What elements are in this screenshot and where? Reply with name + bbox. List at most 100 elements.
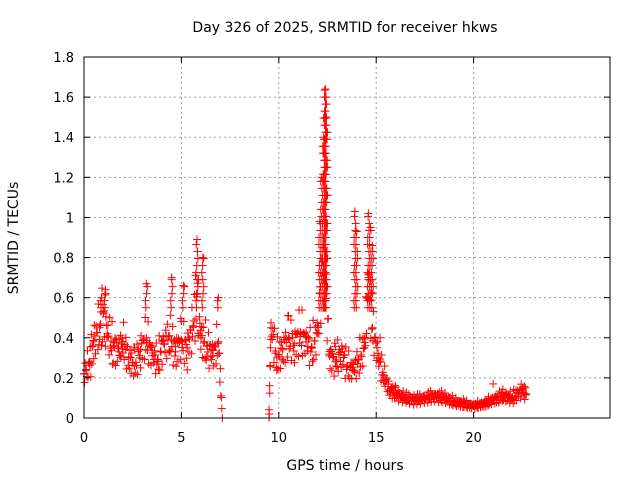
data-point bbox=[195, 319, 204, 328]
data-point bbox=[148, 341, 157, 350]
data-point-peak bbox=[489, 379, 498, 388]
data-point bbox=[297, 341, 306, 350]
axis-ticks: 0 0.2 0.4 0.6 0.8 1 1.2 1.4 1.6 1.8 0 5 10 15 20 bbox=[53, 51, 610, 446]
data-point-peak bbox=[369, 254, 378, 263]
data-point-peak bbox=[353, 254, 362, 263]
data-point bbox=[420, 393, 429, 402]
data-point bbox=[207, 355, 216, 364]
data-point bbox=[391, 389, 400, 398]
data-point bbox=[267, 332, 276, 341]
data-point-peak bbox=[369, 282, 378, 291]
data-point bbox=[307, 342, 316, 351]
data-point-peak bbox=[168, 282, 177, 291]
data-point bbox=[286, 316, 295, 325]
data-point bbox=[140, 355, 149, 364]
data-point bbox=[200, 337, 209, 346]
data-point bbox=[182, 354, 191, 363]
data-point bbox=[201, 315, 210, 324]
data-point bbox=[117, 334, 126, 343]
data-point-peak bbox=[321, 107, 330, 116]
y-tick-label: 1.6 bbox=[53, 91, 74, 106]
y-axis-label: SRMTID / TECUs bbox=[6, 182, 22, 295]
data-point bbox=[459, 399, 468, 408]
data-point-peak bbox=[350, 212, 359, 221]
data-point bbox=[105, 350, 114, 359]
data-point bbox=[208, 351, 217, 360]
data-point bbox=[172, 362, 181, 371]
data-point bbox=[265, 381, 274, 390]
data-point bbox=[205, 364, 214, 373]
data-point bbox=[213, 339, 222, 348]
data-point bbox=[99, 309, 108, 318]
data-point bbox=[170, 351, 179, 360]
data-point bbox=[430, 391, 439, 400]
data-point bbox=[290, 339, 299, 348]
data-point bbox=[343, 361, 351, 370]
data-point bbox=[187, 349, 196, 358]
data-point bbox=[159, 339, 168, 348]
data-point-peak bbox=[321, 268, 330, 277]
data-point bbox=[217, 404, 226, 413]
data-point-peak bbox=[100, 296, 109, 305]
data-point-peak bbox=[353, 282, 362, 291]
data-point bbox=[375, 358, 384, 367]
data-point bbox=[274, 350, 283, 359]
data-point bbox=[276, 364, 285, 373]
data-point bbox=[190, 316, 199, 325]
data-point bbox=[132, 340, 141, 349]
data-point bbox=[401, 393, 410, 402]
data-point-peak bbox=[199, 254, 208, 263]
data-point bbox=[134, 345, 143, 354]
data-point-peak bbox=[178, 303, 187, 312]
data-point-peak bbox=[365, 219, 374, 228]
data-point bbox=[179, 346, 188, 355]
data-point bbox=[110, 334, 119, 343]
data-point bbox=[334, 367, 343, 376]
data-point bbox=[498, 391, 507, 400]
data-point bbox=[151, 369, 160, 378]
data-point bbox=[483, 401, 492, 410]
data-point-peak bbox=[178, 296, 187, 305]
data-point bbox=[469, 401, 478, 410]
data-point bbox=[144, 317, 153, 326]
data-point bbox=[266, 362, 275, 371]
data-point bbox=[330, 372, 339, 381]
data-point-peak bbox=[166, 296, 175, 305]
data-point bbox=[197, 322, 206, 331]
data-point-peak bbox=[352, 227, 361, 236]
data-point-peak bbox=[353, 247, 362, 256]
data-point bbox=[349, 360, 358, 369]
data-point bbox=[108, 317, 117, 326]
data-point bbox=[130, 361, 139, 370]
data-point bbox=[327, 347, 336, 356]
data-point bbox=[362, 329, 371, 338]
y-tick-label: 0.8 bbox=[53, 252, 74, 267]
data-point bbox=[154, 355, 163, 364]
data-point-peak bbox=[193, 247, 202, 256]
data-point bbox=[98, 284, 107, 293]
data-point bbox=[281, 358, 290, 367]
data-point bbox=[200, 354, 209, 363]
data-point-peak bbox=[179, 289, 188, 298]
data-point bbox=[216, 364, 225, 373]
data-point bbox=[378, 368, 387, 377]
data-point-peak bbox=[321, 114, 330, 123]
data-point bbox=[183, 343, 192, 352]
data-point bbox=[215, 349, 224, 358]
x-axis-label: GPS time / hours bbox=[286, 458, 403, 474]
data-point bbox=[93, 345, 102, 354]
x-tick-label: 10 bbox=[271, 431, 288, 446]
data-point bbox=[304, 333, 313, 342]
data-point bbox=[103, 321, 112, 330]
data-point-peak bbox=[323, 191, 332, 200]
data-point bbox=[279, 356, 288, 365]
data-point bbox=[282, 338, 291, 347]
data-point bbox=[160, 340, 169, 349]
data-point-peak bbox=[320, 86, 329, 95]
data-point bbox=[380, 371, 389, 380]
data-point bbox=[214, 337, 223, 346]
data-points bbox=[80, 85, 531, 422]
data-point bbox=[355, 369, 364, 378]
data-point-peak bbox=[323, 219, 332, 228]
